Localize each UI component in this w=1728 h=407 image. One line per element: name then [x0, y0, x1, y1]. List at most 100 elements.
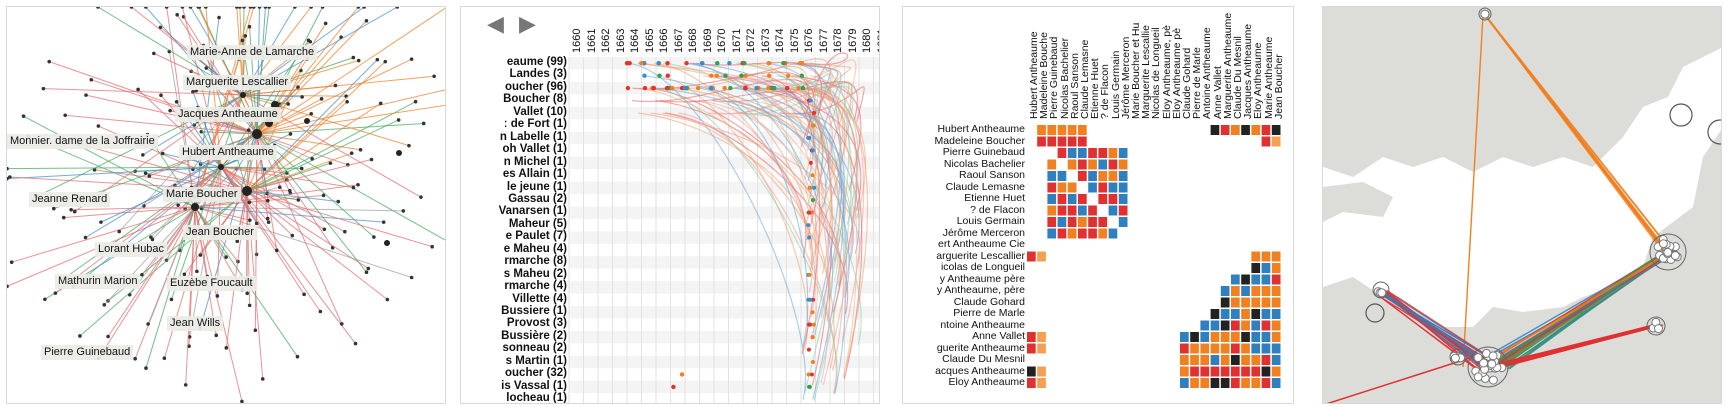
matrix-cell	[1261, 251, 1271, 262]
timeline-event-dot	[810, 335, 815, 340]
node-label[interactable]: Marie-Anne de Lamarche	[187, 45, 318, 60]
timeline-row-label[interactable]: Maheur (5)	[508, 217, 567, 230]
matrix-row-label[interactable]: Raoul Sanson	[959, 169, 1025, 181]
timeline-row-label[interactable]: rmarche (8)	[504, 255, 567, 268]
timeline-row-label[interactable]: oucher (96)	[505, 80, 567, 93]
node-label[interactable]: Jean Boucher	[183, 225, 257, 240]
node-label[interactable]: Jacques Antheaume	[175, 107, 281, 122]
matrix-row-label[interactable]: ntoine Antheaume	[940, 318, 1025, 331]
node-label[interactable]: Mathurin Marion	[55, 274, 141, 289]
node-label[interactable]: Euzèbe Foucault	[167, 276, 256, 291]
timeline-row-label[interactable]: Bussière (2)	[501, 329, 567, 342]
timeline-row-label[interactable]: eaume (99)	[506, 56, 567, 68]
network-edge	[220, 166, 356, 344]
matrix-cell	[1220, 297, 1230, 308]
timeline-row-label[interactable]: Vanarsen (1)	[498, 205, 567, 218]
network-edge	[246, 152, 352, 192]
timeline-event-dot	[810, 360, 815, 365]
timeline-row-label[interactable]: Vallet (10)	[513, 105, 567, 118]
matrix-row-label[interactable]: Claude Gohard	[953, 295, 1025, 308]
timeline-row-label[interactable]: sonneau (2)	[502, 342, 567, 355]
timeline-row-label[interactable]: le jeune (1)	[506, 180, 567, 193]
prev-button[interactable]: ◀	[487, 11, 504, 36]
network-node	[336, 199, 341, 204]
matrix-row-label[interactable]: Etienne Huet	[964, 192, 1025, 204]
matrix-row-label[interactable]: Louis Germain	[956, 215, 1025, 227]
timeline-row-label[interactable]: oh Vallet (1)	[502, 143, 567, 156]
timeline-row-label[interactable]: is Vassal (1)	[501, 379, 567, 392]
matrix-row-label[interactable]: icolas de Longueil	[940, 261, 1025, 273]
port-node	[1488, 375, 1498, 385]
adjacency-matrix[interactable]	[903, 7, 1294, 404]
map-panel[interactable]	[1322, 6, 1722, 404]
matrix-row-label[interactable]: Anne Vallet	[972, 330, 1025, 342]
matrix-row-label[interactable]: Madeleine Boucher	[934, 134, 1025, 147]
matrix-row-label[interactable]: ert Antheaume Cie	[938, 238, 1025, 250]
node-label[interactable]: Jean Wills	[167, 316, 224, 331]
timeline-row-label[interactable]: locheau (1)	[506, 392, 567, 404]
matrix-row-label[interactable]: Nicolas Bachelier	[943, 157, 1025, 170]
matrix-row-label[interactable]: Hubert Antheaume	[937, 123, 1025, 135]
matrix-row-label[interactable]: Claude Lemasne	[945, 180, 1025, 193]
timeline-event-dot	[766, 61, 771, 66]
matrix-row-label[interactable]: ? de Flacon	[970, 203, 1025, 216]
next-button[interactable]: ▶	[519, 11, 536, 36]
node-label[interactable]: Marie Boucher	[163, 187, 241, 202]
node-label[interactable]: Jeanne Renard	[29, 192, 111, 207]
timeline-panel[interactable]: ◀ ▶ eaume (99) Landes (3) oucher (96) Bou…	[460, 6, 880, 404]
matrix-row-label[interactable]: Pierre Guinebaud	[942, 146, 1025, 158]
timeline-row-label[interactable]: ː de Fort (1)	[503, 118, 567, 131]
network-node	[318, 309, 323, 314]
network-panel[interactable]: Marie-Anne de Lamarche Marguerite Lescall…	[6, 6, 446, 404]
matrix-panel[interactable]: Hubert Antheaume Madeleine Boucher Pierre …	[902, 6, 1294, 404]
timeline-row-label[interactable]: Villette (4)	[512, 292, 567, 305]
node-label[interactable]: Pierre Guinebaud	[41, 345, 134, 360]
timeline-chart[interactable]	[461, 7, 880, 404]
timeline-row-label[interactable]: Landes (3)	[509, 68, 567, 81]
network-node	[224, 346, 229, 350]
matrix-cell	[1190, 378, 1199, 388]
matrix-row-label[interactable]: Jérôme Merceron	[942, 226, 1025, 239]
matrix-cell	[1210, 366, 1220, 377]
matrix-cell	[1231, 125, 1240, 135]
timeline-row-label[interactable]: oucher (32)	[505, 367, 567, 380]
network-node	[106, 334, 110, 339]
timeline-link	[628, 62, 806, 400]
node-label[interactable]: Marguerite Lescallier	[183, 75, 292, 90]
flow-map[interactable]	[1323, 7, 1722, 404]
timeline-row-label[interactable]: rmarche (4)	[504, 280, 567, 293]
matrix-cell	[1057, 228, 1067, 239]
matrix-cell	[1108, 194, 1118, 204]
matrix-row-label[interactable]: y Antheaume père	[939, 272, 1025, 285]
timeline-row-label[interactable]: Gassau (2)	[508, 192, 567, 205]
timeline-row-label[interactable]: Provost (3)	[506, 317, 567, 330]
timeline-row-label[interactable]: e Paulet (7)	[505, 230, 567, 243]
timeline-row-label[interactable]: s Martin (1)	[505, 354, 567, 367]
matrix-cell	[1047, 205, 1057, 216]
matrix-cell	[1251, 274, 1261, 285]
year-label: 1678	[832, 28, 844, 53]
timeline-row-label[interactable]: Boucher (8)	[503, 93, 567, 106]
network-node	[409, 275, 414, 280]
matrix-row-label[interactable]: guerite Antheaume	[936, 341, 1025, 354]
node-label[interactable]: Lorant Hubac	[95, 242, 168, 257]
node-label[interactable]: Monnier. dame de la Joffrairie	[7, 134, 158, 149]
timeline-row-label[interactable]: s Maheu (2)	[503, 267, 567, 280]
network-node	[349, 151, 354, 156]
matrix-row-label[interactable]: Pierre de Marle	[953, 307, 1025, 319]
timeline-row-label[interactable]: e Maheu (4)	[503, 242, 567, 255]
network-node	[158, 25, 163, 30]
timeline-row-label[interactable]: es Allain (1)	[502, 168, 567, 181]
matrix-row-label[interactable]: arguerite Lescallier	[936, 249, 1025, 262]
matrix-row-label[interactable]: y Antheaume, père	[936, 284, 1025, 296]
timeline-row-label[interactable]: Bussiere (1)	[501, 305, 567, 317]
matrix-cell	[1271, 297, 1281, 308]
timeline-row-label[interactable]: n Michel (1)	[503, 155, 567, 168]
port-marker	[1707, 119, 1721, 145]
matrix-row-label[interactable]: acques Antheaume	[935, 364, 1025, 377]
timeline-row-label[interactable]: n Labelle (1)	[499, 130, 567, 143]
matrix-row-label[interactable]: Claude Du Mesnil	[942, 353, 1025, 365]
matrix-row-label[interactable]: Eloy Antheaume	[948, 376, 1025, 388]
network-node	[51, 206, 56, 211]
node-label[interactable]: Hubert Antheaume	[179, 145, 277, 160]
